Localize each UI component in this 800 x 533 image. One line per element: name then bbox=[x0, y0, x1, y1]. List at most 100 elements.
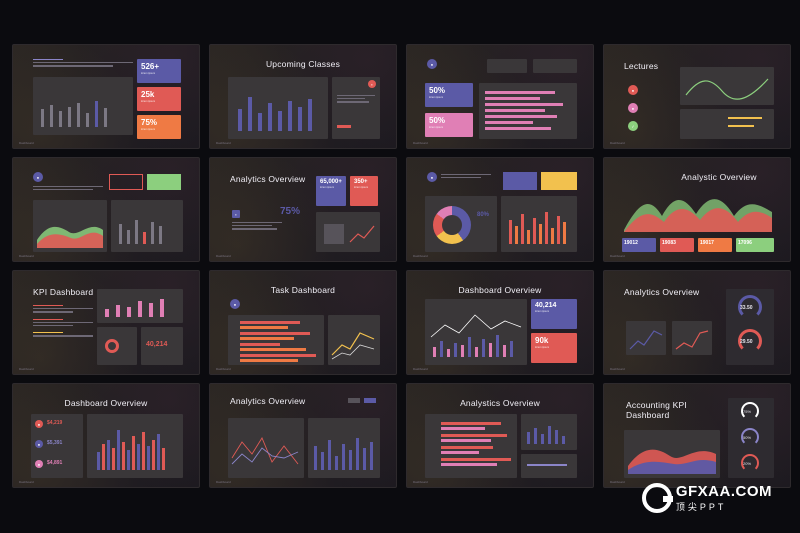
stat-value: $4,891 bbox=[47, 460, 63, 466]
slide-thumbnail-6[interactable]: Analytics Overview 65,000+ lorem ipsum 35… bbox=[209, 157, 397, 262]
stat-value: 19012 bbox=[624, 240, 638, 246]
slide-thumbnail-4[interactable]: Lectures ● ● ✓ Dashboard bbox=[603, 44, 791, 149]
gauge-value: 33.50 bbox=[740, 305, 753, 311]
gauge-value: 75% bbox=[743, 409, 752, 414]
stat-value: 65,000+ bbox=[320, 179, 342, 185]
progress-bar bbox=[527, 464, 567, 466]
toggle-button[interactable] bbox=[348, 398, 360, 403]
overview-panel bbox=[521, 454, 577, 478]
calendar-icon: ▪ bbox=[368, 80, 376, 88]
bar-chart-panel bbox=[97, 289, 183, 323]
stat-card-red: 350+ lorem ipsum bbox=[350, 176, 378, 206]
stat-card-red: 90k lorem ipsum bbox=[531, 333, 577, 363]
action-button[interactable] bbox=[337, 125, 351, 128]
stat-value: 350+ bbox=[354, 179, 368, 185]
toggle-button[interactable] bbox=[364, 398, 376, 403]
bar-chart bbox=[41, 97, 107, 127]
g-logo-icon bbox=[641, 483, 673, 513]
horizontal-bars bbox=[240, 321, 316, 362]
slide-thumbnail-14[interactable]: Analytics Overview Dashboard bbox=[209, 383, 397, 488]
slide-title: Analytics Overview bbox=[230, 396, 306, 406]
description-lines bbox=[441, 174, 491, 180]
slide-thumbnail-16[interactable]: Accounting KPI Dashboard 75% 50% 20% Das… bbox=[603, 383, 791, 488]
slide-thumbnail-grid: 526+ lorem ipsum 25k lorem ipsum 75% lorem … bbox=[12, 44, 792, 488]
slide-thumbnail-5[interactable]: ● Dashboard bbox=[12, 157, 200, 262]
gauge-panel: 75% 50% 20% bbox=[728, 398, 774, 478]
slide-footer: Dashboard bbox=[19, 141, 34, 145]
line-chart bbox=[675, 330, 709, 350]
slide-thumbnail-8[interactable]: Analystic Overview 19012 19083 19017 170… bbox=[603, 157, 791, 262]
slide-title: Accounting KPI Dashboard bbox=[626, 400, 687, 420]
lecture-icon: ● bbox=[628, 103, 638, 113]
slide-footer: Dashboard bbox=[413, 254, 428, 258]
line-chart bbox=[629, 330, 663, 350]
slide-thumbnail-10[interactable]: Task Dashboard ● Dashboard bbox=[209, 270, 397, 375]
gauge-white bbox=[741, 402, 759, 420]
line-chart-panel bbox=[672, 321, 712, 355]
progress-bar bbox=[728, 125, 754, 127]
horizontal-bars bbox=[441, 422, 511, 466]
slide-thumbnail-15[interactable]: Analystics Overview Dashboard bbox=[406, 383, 594, 488]
mini-line-chart bbox=[349, 225, 375, 243]
stat-value: 75% bbox=[141, 118, 158, 127]
lecture-icon: ✓ bbox=[628, 121, 638, 131]
slide-thumbnail-1[interactable]: 526+ lorem ipsum 25k lorem ipsum 75% lorem … bbox=[12, 44, 200, 149]
gauge-value: 50% bbox=[743, 435, 752, 440]
slide-thumbnail-7[interactable]: ● 80% Dashboard bbox=[406, 157, 594, 262]
percentage-value: 75% bbox=[280, 206, 301, 217]
horizontal-bar-panel bbox=[425, 414, 517, 478]
bar-chart bbox=[433, 333, 513, 357]
stat-value: 90k bbox=[535, 336, 549, 345]
stat-value: 40,214 bbox=[535, 302, 557, 309]
bar-chart-panel bbox=[228, 77, 328, 139]
profile-icon: ● bbox=[33, 172, 43, 182]
slide-footer: Dashboard bbox=[413, 367, 428, 371]
stat-value: 50% bbox=[429, 116, 446, 125]
stat-value: $5,391 bbox=[47, 440, 63, 446]
activity-chart-panel bbox=[425, 299, 527, 365]
card-yellow bbox=[541, 172, 577, 190]
slide-footer: Dashboard bbox=[216, 141, 231, 145]
donut-chart-panel: 80% bbox=[425, 196, 497, 252]
stat-value: 526+ bbox=[141, 62, 160, 71]
area-chart bbox=[37, 226, 103, 248]
stat-value: 19017 bbox=[700, 240, 714, 246]
stat-panel: 40,214 bbox=[141, 327, 183, 365]
stat-card-orange: 75% lorem ipsum bbox=[137, 115, 181, 139]
slide-thumbnail-2[interactable]: Upcoming Classes ▪ Dashboard bbox=[209, 44, 397, 149]
slide-footer: Dashboard bbox=[413, 141, 428, 145]
document-icon: ▪ bbox=[232, 210, 240, 218]
slide-footer: Dashboard bbox=[610, 141, 625, 145]
profile-icon: ● bbox=[427, 172, 437, 182]
gauge-value: 29.50 bbox=[740, 339, 753, 345]
slide-thumbnail-9[interactable]: KPI Dashboard 40,214 Dashboard bbox=[12, 270, 200, 375]
card-purple bbox=[503, 172, 537, 190]
slide-thumbnail-3[interactable]: ● 50% lorem ipsum 50% lorem ipsum Dashboar… bbox=[406, 44, 594, 149]
task-icon: ● bbox=[230, 299, 240, 309]
slide-thumbnail-11[interactable]: Dashboard Overview 40,214 lorem ipsum 90k… bbox=[406, 270, 594, 375]
stat-card-orange: 19017 bbox=[698, 238, 732, 252]
slide-title: Dashboard Overview bbox=[64, 398, 148, 408]
stat-icon: ● bbox=[35, 440, 43, 448]
line-chart-panel bbox=[228, 418, 304, 478]
slide-title: KPI Dashboard bbox=[33, 287, 94, 297]
slide-footer: Dashboard bbox=[610, 480, 625, 484]
gauge-value: 20% bbox=[743, 461, 752, 466]
lecture-icon: ● bbox=[628, 85, 638, 95]
gauge-purple bbox=[741, 428, 759, 446]
bar-chart-panel bbox=[33, 77, 133, 135]
area-chart-panel bbox=[33, 200, 107, 252]
watermark-sub-text: 顶尖PPT bbox=[675, 502, 727, 512]
slide-thumbnail-13[interactable]: Dashboard Overview ● $4,219 ● $5,391 ● $… bbox=[12, 383, 200, 488]
bar-chart bbox=[509, 208, 566, 244]
bar-chart-panel bbox=[501, 196, 577, 252]
bar-chart bbox=[238, 91, 312, 131]
slide-title: Analytics Overview bbox=[230, 174, 306, 184]
slide-title: Dashboard Overview bbox=[458, 285, 542, 295]
stat-card-purple: 65,000+ lorem ipsum bbox=[316, 176, 346, 206]
toggle-panel bbox=[533, 59, 577, 73]
bar-chart bbox=[527, 424, 565, 444]
stat-card-purple: 40,214 lorem ipsum bbox=[531, 299, 577, 329]
stats-list-panel: ● $4,219 ● $5,391 ● $4,891 bbox=[31, 414, 83, 478]
slide-thumbnail-12[interactable]: Analytics Overview 33.50 29.50 Dashboard bbox=[603, 270, 791, 375]
